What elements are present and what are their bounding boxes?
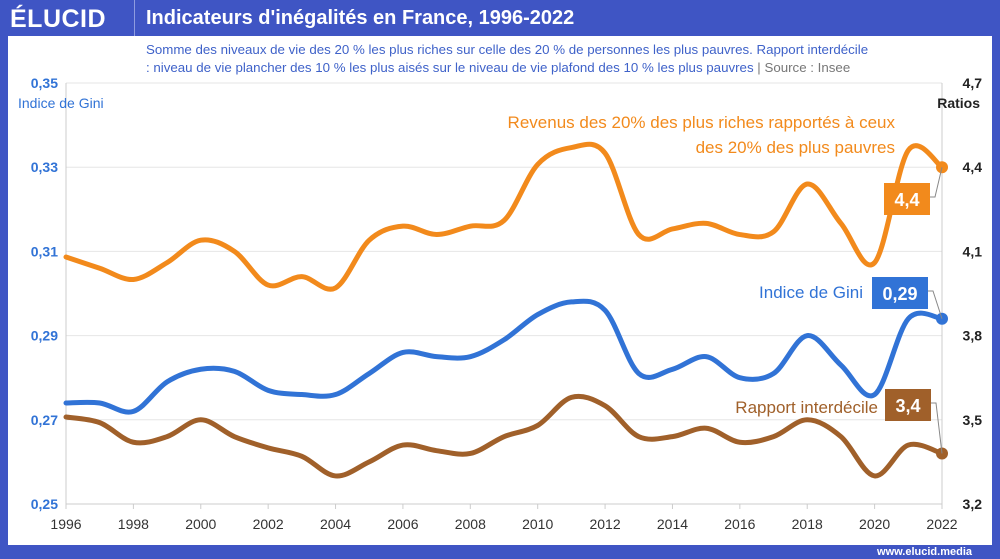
left-axis-label: Indice de Gini bbox=[18, 95, 104, 111]
x-tick-label: 2020 bbox=[859, 516, 890, 532]
x-tick-label: 2006 bbox=[387, 516, 418, 532]
subtitle-line1: Somme des niveaux de vie des 20 % les pl… bbox=[146, 42, 869, 57]
series-name-line2: des 20% des plus pauvres bbox=[696, 138, 895, 157]
value-badge-label: 4,4 bbox=[894, 190, 919, 210]
left-tick-label: 0,25 bbox=[31, 496, 58, 512]
x-tick-label: 1996 bbox=[50, 516, 81, 532]
x-tick-label: 1998 bbox=[118, 516, 149, 532]
x-tick-label: 2014 bbox=[657, 516, 688, 532]
x-tick-label: 2008 bbox=[455, 516, 486, 532]
label-leader-line bbox=[930, 167, 943, 198]
x-tick-label: 2002 bbox=[253, 516, 284, 532]
chart-panel bbox=[8, 36, 992, 545]
x-tick-label: 2018 bbox=[792, 516, 823, 532]
source-note: Source : Insee bbox=[764, 60, 851, 75]
x-tick-label: 2000 bbox=[185, 516, 216, 532]
header-divider bbox=[134, 0, 135, 36]
elucid-logo: ÉLUCID bbox=[10, 5, 107, 33]
x-tick-label: 2016 bbox=[724, 516, 755, 532]
chart-subtitle: Somme des niveaux de vie des 20 % les pl… bbox=[146, 41, 991, 77]
right-tick-label: 3,8 bbox=[963, 328, 983, 344]
right-tick-label: 3,2 bbox=[963, 496, 983, 512]
x-tick-label: 2010 bbox=[522, 516, 553, 532]
series-line-1 bbox=[63, 298, 945, 415]
series-line-2 bbox=[63, 393, 945, 479]
left-tick-label: 0,27 bbox=[31, 412, 58, 428]
right-tick-label: 3,5 bbox=[963, 412, 983, 428]
series-line-0 bbox=[63, 141, 945, 292]
chart-title: Indicateurs d'inégalités en France, 1996… bbox=[146, 7, 575, 29]
x-tick-label: 2012 bbox=[589, 516, 620, 532]
value-badge-label: 3,4 bbox=[895, 396, 920, 416]
series-name: Indice de Gini bbox=[759, 283, 863, 302]
series-name: Rapport interdécile bbox=[735, 398, 878, 417]
value-badge bbox=[872, 277, 928, 309]
right-tick-label: 4,4 bbox=[963, 159, 983, 175]
right-tick-label: 4,1 bbox=[963, 243, 983, 259]
value-badge-label: 0,29 bbox=[882, 284, 917, 304]
right-axis-label: Ratios bbox=[937, 95, 980, 111]
value-badge bbox=[885, 389, 931, 421]
value-badge bbox=[884, 183, 930, 215]
left-tick-label: 0,29 bbox=[31, 328, 58, 344]
subtitle-separator: | bbox=[757, 60, 761, 75]
left-tick-label: 0,31 bbox=[31, 243, 58, 259]
right-tick-label: 4,7 bbox=[963, 75, 983, 91]
footer-url[interactable]: www.elucid.media bbox=[877, 546, 972, 558]
label-leader-line bbox=[928, 290, 943, 319]
subtitle-line2: : niveau de vie plancher des 10 % les pl… bbox=[146, 60, 754, 75]
x-tick-label: 2022 bbox=[926, 516, 957, 532]
label-leader-line bbox=[931, 402, 943, 454]
left-tick-label: 0,33 bbox=[31, 159, 58, 175]
left-tick-label: 0,35 bbox=[31, 75, 58, 91]
series-name-line1: Revenus des 20% des plus riches rapporté… bbox=[508, 113, 896, 132]
x-tick-label: 2004 bbox=[320, 516, 351, 532]
